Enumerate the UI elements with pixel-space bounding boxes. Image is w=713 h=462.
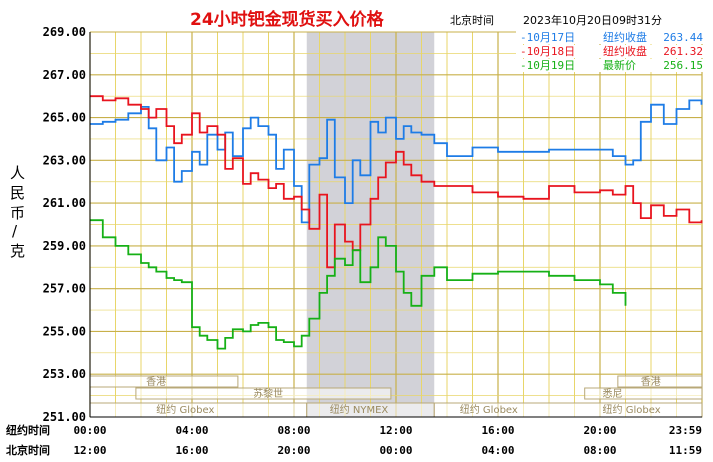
y-tick-label: 259.00 bbox=[43, 239, 86, 253]
legend-entry-bg bbox=[516, 31, 706, 44]
y-tick-label: 253.00 bbox=[43, 367, 86, 381]
session-label-ny-globex-1: 纽约 Globex bbox=[156, 403, 214, 416]
y-tick-label: 265.00 bbox=[43, 111, 86, 125]
series-line-3 bbox=[90, 219, 627, 350]
timezone-label: 北京时间 bbox=[450, 13, 494, 27]
session-label-hongkong-2: 香港 bbox=[641, 376, 661, 388]
x-tick-label-ny: 16:00 bbox=[481, 424, 514, 437]
legend-entry-label: 纽约收盘 bbox=[603, 44, 647, 58]
session-label-ny-globex-2: 纽约 Globex bbox=[460, 403, 518, 416]
x-row2-label: 北京时间 bbox=[6, 443, 50, 457]
x-tick-label-bj: 11:59 bbox=[669, 444, 702, 457]
timestamp-label: 2023年10月20日09时31分 bbox=[523, 13, 662, 27]
ylabel-char-1: 人 bbox=[10, 164, 25, 182]
x-tick-label-bj: 12:00 bbox=[73, 444, 106, 457]
y-tick-label: 263.00 bbox=[43, 153, 86, 167]
series-lines bbox=[90, 95, 703, 350]
legend-entry-date: -10月19日 bbox=[520, 59, 575, 72]
x-tick-label-ny: 04:00 bbox=[175, 424, 208, 437]
series-line-2 bbox=[90, 95, 703, 269]
legend-entry-value: 263.44 bbox=[663, 31, 703, 44]
ylabel-char-4: / bbox=[12, 222, 18, 240]
legend-entry-date: -10月17日 bbox=[520, 31, 575, 44]
legend-entry-bg bbox=[516, 59, 706, 72]
legend-entry-value: 256.15 bbox=[663, 59, 703, 72]
legend-entry-date: -10月18日 bbox=[520, 45, 575, 58]
y-tick-label: 257.00 bbox=[43, 282, 86, 296]
ylabel-char-2: 民 bbox=[10, 184, 25, 202]
x-tick-label-ny: 08:00 bbox=[277, 424, 310, 437]
axes: 251.00 253.00 255.00 257.00 259.00 261.00 263.… bbox=[43, 25, 702, 457]
y-tick-label: 269.00 bbox=[43, 25, 86, 39]
series-line-1 bbox=[90, 99, 703, 224]
x-tick-label-bj: 00:00 bbox=[379, 444, 412, 457]
session-label-ny-globex-3: 纽约 Globex bbox=[603, 403, 661, 416]
y-axis-label: 人 民 币 / 克 bbox=[10, 164, 25, 260]
y-tick-label: 255.00 bbox=[43, 324, 86, 338]
x-row1-label: 纽约时间 bbox=[6, 423, 50, 437]
x-tick-label-bj: 08:00 bbox=[583, 444, 616, 457]
x-tick-label-ny: 23:59 bbox=[669, 424, 702, 437]
x-tick-label-ny: 20:00 bbox=[583, 424, 616, 437]
session-label-zurich: 苏黎世 bbox=[253, 387, 283, 400]
x-tick-label-bj: 16:00 bbox=[175, 444, 208, 457]
x-tick-label-bj: 20:00 bbox=[277, 444, 310, 457]
y-tick-label: 267.00 bbox=[43, 68, 86, 82]
session-label-hongkong: 香港 bbox=[146, 376, 166, 388]
y-tick-label: 261.00 bbox=[43, 196, 86, 210]
ylabel-char-5: 克 bbox=[10, 242, 25, 260]
x-tick-label-ny: 00:00 bbox=[73, 424, 106, 437]
session-bar-hongkong-2 bbox=[617, 375, 703, 388]
y-tick-label: 251.00 bbox=[43, 410, 86, 424]
legend-entry-value: 261.32 bbox=[663, 45, 703, 58]
x-tick-label-ny: 12:00 bbox=[379, 424, 412, 437]
session-bar-zurich bbox=[135, 387, 392, 400]
legend-entry-label: 纽约收盘 bbox=[603, 30, 647, 44]
session-label-ny-nymex: 纽约 NYMEX bbox=[330, 403, 389, 416]
session-bar-sydney bbox=[584, 387, 703, 400]
legend-entry-label: 最新价 bbox=[603, 58, 636, 72]
x-tick-label-bj: 04:00 bbox=[481, 444, 514, 457]
session-label-sydney: 悉尼 bbox=[603, 388, 623, 400]
ylabel-char-3: 币 bbox=[10, 204, 25, 222]
legend-entry-bg bbox=[516, 45, 706, 58]
legend: -10月17日 纽约收盘 263.44-10月18日 纽约收盘 261.32-10月19… bbox=[516, 30, 706, 72]
chart-title: 24小时钯金现货买入价格 bbox=[190, 9, 385, 30]
